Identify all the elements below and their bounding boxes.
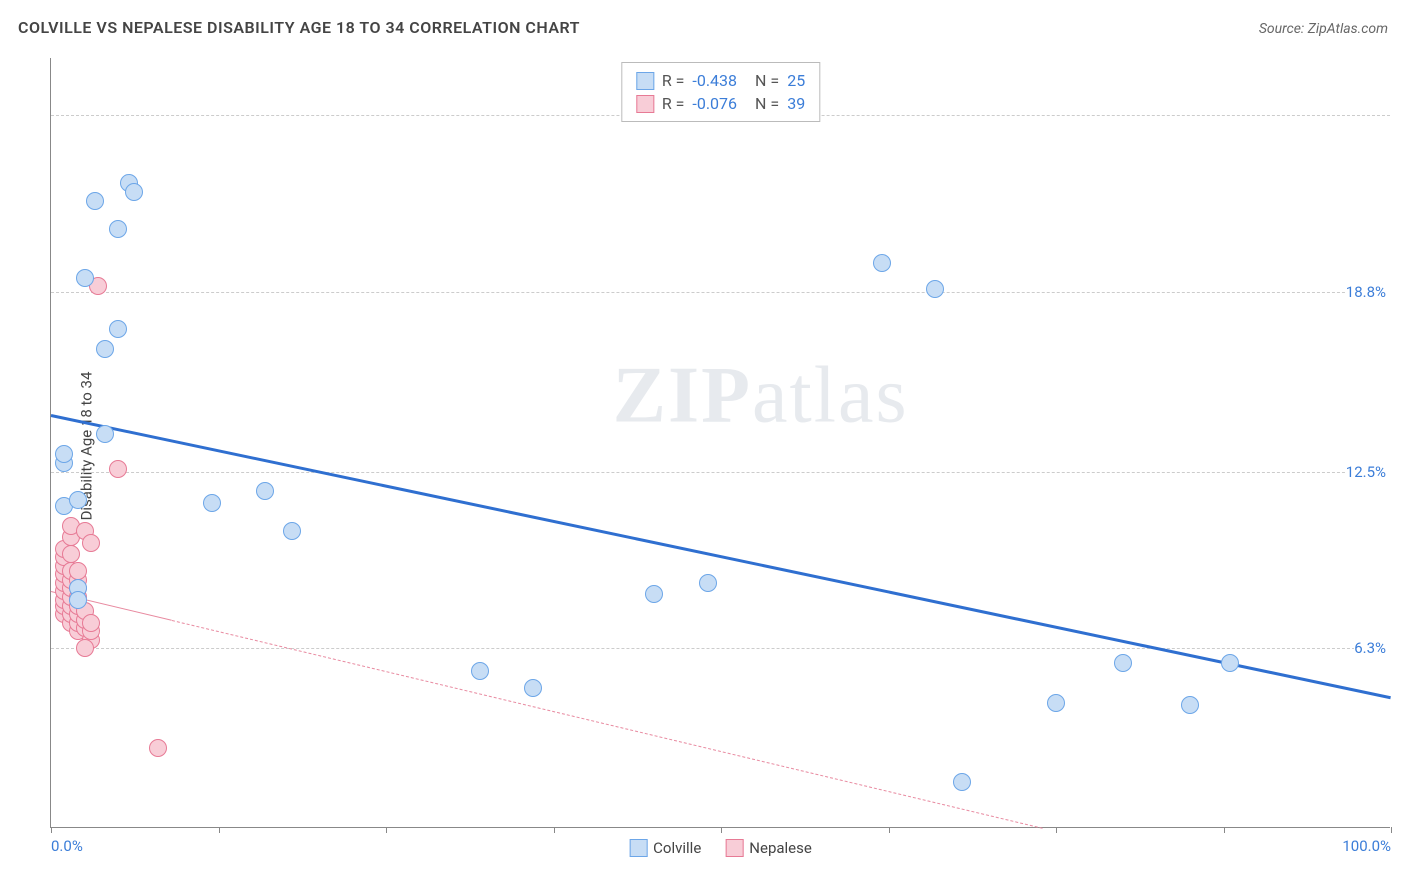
scatter-point — [926, 280, 944, 298]
x-tick-mark — [1391, 827, 1392, 833]
gridline — [51, 472, 1390, 473]
scatter-point — [953, 773, 971, 791]
scatter-point — [109, 220, 127, 238]
scatter-point — [82, 534, 100, 552]
scatter-point — [149, 739, 167, 757]
watermark: ZIPatlas — [613, 351, 909, 442]
legend-item: Colville — [629, 839, 701, 857]
scatter-point — [69, 491, 87, 509]
scatter-point — [203, 494, 221, 512]
stat-r-label: R = — [662, 71, 685, 90]
scatter-point — [96, 340, 114, 358]
x-tick-mark — [554, 827, 555, 833]
legend-label: Nepalese — [749, 839, 812, 857]
legend: Colville Nepalese — [629, 839, 812, 857]
scatter-point — [125, 183, 143, 201]
legend-item: Nepalese — [725, 839, 812, 857]
scatter-point — [76, 639, 94, 657]
scatter-point — [283, 522, 301, 540]
watermark-part2: atlas — [752, 352, 909, 440]
gridline — [51, 648, 1390, 649]
correlation-stats-box: R = -0.438 N = 25 R = -0.076 N = 39 — [621, 62, 820, 122]
stat-r-value: -0.438 — [692, 71, 737, 90]
stat-n-label: N = — [755, 94, 779, 113]
stat-row: R = -0.076 N = 39 — [636, 92, 805, 115]
scatter-point — [645, 585, 663, 603]
scatter-point — [86, 192, 104, 210]
stat-n-value: 39 — [787, 94, 805, 113]
scatter-point — [109, 460, 127, 478]
scatter-point — [76, 269, 94, 287]
scatter-point — [471, 662, 489, 680]
x-tick-mark — [219, 827, 220, 833]
scatter-point — [55, 445, 73, 463]
scatter-point — [109, 320, 127, 338]
scatter-point — [69, 591, 87, 609]
plot-area: ZIPatlas 6.3%12.5%18.8%0.0%100.0%R =-0.4… — [50, 58, 1390, 828]
stat-n-label: N = — [755, 71, 779, 90]
y-tick-label: 18.8% — [1346, 283, 1392, 301]
x-tick-mark — [1056, 827, 1057, 833]
chart-header: COLVILLE VS NEPALESE DISABILITY AGE 18 T… — [18, 18, 1388, 37]
scatter-point — [82, 614, 100, 632]
trend-line-dashed — [171, 620, 1042, 829]
y-tick-label: 6.3% — [1354, 639, 1392, 657]
x-tick-mark — [386, 827, 387, 833]
scatter-point — [1047, 694, 1065, 712]
scatter-point — [1114, 654, 1132, 672]
scatter-point — [1181, 696, 1199, 714]
stat-row: R = -0.438 N = 25 — [636, 69, 805, 92]
x-tick-label: 100.0% — [1342, 837, 1391, 855]
stat-r-value: -0.076 — [692, 94, 737, 113]
x-tick-label: 0.0% — [51, 837, 83, 855]
scatter-point — [873, 254, 891, 272]
scatter-point — [69, 562, 87, 580]
series-swatch — [636, 95, 654, 113]
scatter-point — [699, 574, 717, 592]
legend-swatch — [725, 839, 743, 857]
x-tick-mark — [721, 827, 722, 833]
x-tick-mark — [51, 827, 52, 833]
trend-line — [51, 415, 1392, 700]
scatter-point — [256, 482, 274, 500]
stat-r-label: R = — [662, 94, 685, 113]
gridline — [51, 292, 1390, 293]
scatter-point — [1221, 654, 1239, 672]
chart-source: Source: ZipAtlas.com — [1259, 21, 1388, 37]
legend-label: Colville — [653, 839, 701, 857]
legend-swatch — [629, 839, 647, 857]
scatter-point — [96, 425, 114, 443]
y-tick-label: 12.5% — [1346, 463, 1392, 481]
watermark-part1: ZIP — [613, 352, 752, 440]
scatter-point — [62, 545, 80, 563]
series-swatch — [636, 72, 654, 90]
stat-n-value: 25 — [787, 71, 805, 90]
scatter-point — [524, 679, 542, 697]
chart-title: COLVILLE VS NEPALESE DISABILITY AGE 18 T… — [18, 18, 580, 37]
x-tick-mark — [1224, 827, 1225, 833]
x-tick-mark — [889, 827, 890, 833]
